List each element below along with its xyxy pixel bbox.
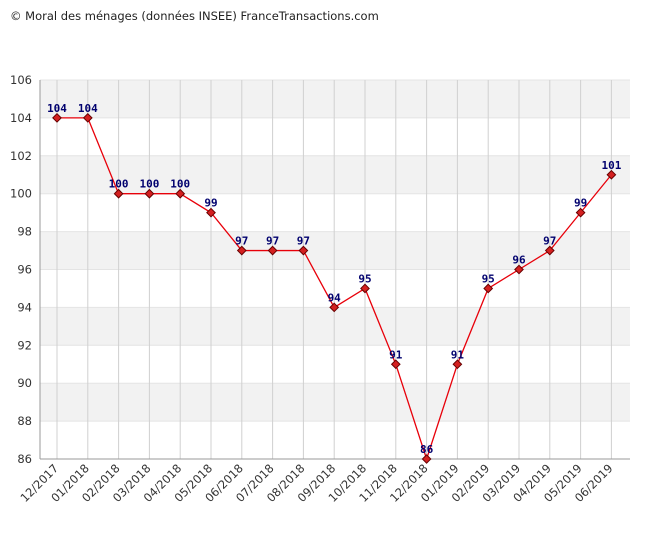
data-label: 86 xyxy=(420,443,434,456)
background-bands xyxy=(40,80,630,422)
data-label: 104 xyxy=(47,102,67,115)
data-point xyxy=(514,264,524,275)
data-point xyxy=(175,188,186,199)
y-tick-label: 88 xyxy=(17,414,32,428)
data-label: 100 xyxy=(170,178,190,191)
data-point xyxy=(82,112,93,123)
data-point xyxy=(360,283,370,294)
data-label: 97 xyxy=(297,235,310,248)
y-tick-label: 94 xyxy=(17,300,32,314)
data-label: 95 xyxy=(358,272,371,285)
y-tick-label: 96 xyxy=(17,263,32,277)
background-band xyxy=(40,307,630,346)
data-point xyxy=(236,245,247,256)
y-tick-label: 106 xyxy=(10,73,32,87)
data-label: 96 xyxy=(512,254,526,267)
background-band xyxy=(40,231,630,270)
data-label: 104 xyxy=(78,102,98,115)
data-label: 101 xyxy=(601,159,621,172)
data-label: 97 xyxy=(235,235,248,248)
y-tick-label: 92 xyxy=(17,338,32,352)
data-point xyxy=(113,188,124,199)
data-point xyxy=(390,359,401,370)
data-point xyxy=(606,169,617,180)
data-label: 95 xyxy=(482,272,495,285)
data-label: 91 xyxy=(389,348,403,361)
data-label: 100 xyxy=(139,178,159,191)
axes xyxy=(39,80,630,460)
data-point xyxy=(544,245,555,256)
x-tick-labels: 12/201701/201802/201803/201804/201805/20… xyxy=(17,461,615,505)
data-labels: 104 104 100 100 100 99 97 97 97 94 95 91 86 91 95 96 97 9… xyxy=(47,102,622,456)
data-point xyxy=(267,245,278,256)
y-tick-label: 90 xyxy=(17,376,32,390)
data-label: 91 xyxy=(451,348,465,361)
data-label: 97 xyxy=(266,235,279,248)
data-point xyxy=(298,245,309,256)
data-point xyxy=(452,359,463,370)
data-point xyxy=(483,283,494,294)
y-tick-label: 104 xyxy=(10,111,32,125)
y-tick-label: 98 xyxy=(17,225,32,239)
y-tick-labels: 86 88 90 92 94 96 98 100 102 104 106 xyxy=(10,73,32,466)
data-point xyxy=(144,188,155,199)
data-label: 99 xyxy=(204,197,217,210)
y-tick-label: 102 xyxy=(10,149,32,163)
background-band xyxy=(40,80,630,118)
data-label: 99 xyxy=(574,197,587,210)
data-label: 100 xyxy=(109,178,129,191)
y-tick-label: 86 xyxy=(17,452,32,466)
y-tick-label: 100 xyxy=(10,187,32,201)
background-band xyxy=(40,155,630,194)
series xyxy=(52,112,617,464)
data-point xyxy=(421,454,432,464)
data-point xyxy=(575,207,586,218)
data-point xyxy=(329,302,340,313)
background-band xyxy=(40,383,630,422)
data-label: 97 xyxy=(543,235,556,248)
data-label: 94 xyxy=(328,291,342,304)
data-point xyxy=(206,207,216,218)
data-point xyxy=(52,112,62,123)
chart-caption: © Moral des ménages (données INSEE) Fran… xyxy=(10,9,379,23)
